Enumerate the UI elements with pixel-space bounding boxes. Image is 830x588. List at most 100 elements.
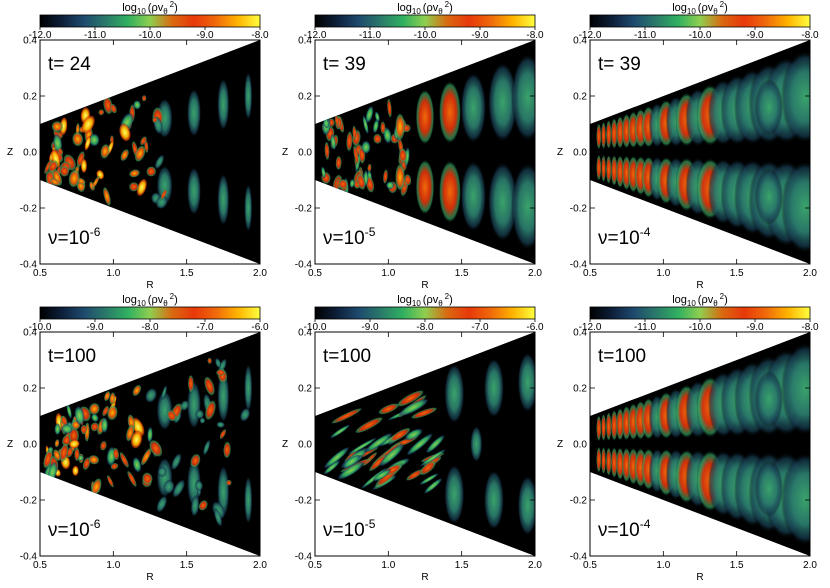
field-blob [194, 480, 204, 492]
field-blob [356, 173, 366, 191]
field-blob [460, 72, 487, 144]
viscosity-label: ν=10-5 [323, 225, 376, 249]
field-blob [166, 409, 177, 422]
field-blob [487, 161, 518, 242]
field-blob [610, 409, 618, 442]
field-blob [605, 411, 612, 442]
field-blob [157, 466, 167, 478]
field-blob [91, 413, 99, 423]
field-blob [225, 479, 232, 486]
field-blob [88, 454, 100, 465]
field-blob [596, 415, 602, 442]
field-blob [398, 398, 429, 417]
field-blob [109, 103, 118, 114]
x-tick-label: 1.5 [455, 268, 469, 279]
field-blob [198, 499, 208, 511]
field-blob [396, 389, 425, 408]
field-blob [330, 407, 363, 425]
field-blob [754, 168, 783, 225]
colorbar-title: log10 (ρvθ2) [672, 292, 728, 308]
field-blob [511, 162, 535, 251]
field-blob [404, 428, 423, 441]
field-blob [754, 371, 783, 428]
x-tick-label: 1.0 [106, 560, 120, 571]
y-tick-label: 0.0 [298, 148, 312, 159]
colorbar-tick-label: -11.0 [634, 322, 656, 333]
field-blob [352, 144, 360, 166]
x-tick-label: 0.5 [308, 560, 322, 571]
field-blob [329, 424, 351, 439]
y-axis-label: Z [7, 147, 13, 158]
field-blob [395, 163, 406, 192]
field-blob [51, 120, 64, 133]
y-tick-label: 0.0 [298, 440, 312, 451]
field-blob [346, 130, 353, 152]
field-blob [99, 440, 107, 451]
panel-bottom-right: log10 (ρvθ2) -12.0 -11.0 -10.0 -9.0 -8.0 0.5 1.0… [557, 292, 819, 583]
field-blob [101, 417, 109, 434]
y-tick-label: 0.4 [298, 328, 312, 339]
y-axis-label: Z [282, 147, 288, 158]
field-blob [460, 160, 487, 232]
field-blob [154, 154, 165, 170]
field-blob [780, 342, 810, 436]
field-blob [102, 95, 113, 115]
colorbar-tick-label: -9.0 [361, 322, 379, 333]
field-blob [780, 452, 810, 546]
field-blob [148, 439, 163, 458]
colorbar-tick-label: -8.0 [141, 322, 159, 333]
x-axis-label: R [421, 572, 428, 583]
x-tick-label: 2.0 [803, 560, 817, 571]
field-blob [334, 114, 340, 127]
colorbar-tick-label: -11.0 [84, 30, 106, 41]
field-blob [378, 443, 405, 468]
field-blob [367, 163, 372, 173]
disk-wedge [40, 40, 260, 264]
field-blob [605, 446, 612, 477]
colorbar-tick-label: -12.0 [29, 30, 52, 41]
y-tick-label: -0.2 [295, 496, 313, 507]
field-blob [215, 357, 222, 369]
field-blob [239, 407, 251, 422]
field-blob [470, 426, 483, 462]
y-tick-label: 0.2 [573, 92, 587, 103]
field-blob [373, 133, 382, 145]
field-blob [128, 181, 139, 192]
field-blob [203, 376, 216, 397]
x-tick-label: 1.5 [455, 560, 469, 571]
field-blob [172, 479, 186, 498]
colorbar-tick-label: -9.0 [746, 322, 764, 333]
field-blob [372, 118, 380, 134]
field-blob [106, 474, 114, 488]
colorbar-tick-label: -7.0 [471, 322, 489, 333]
field-blob [404, 173, 412, 186]
colorbar-tick-label: -8.0 [801, 30, 819, 41]
field-blob [90, 477, 102, 496]
y-axis-label: Z [557, 147, 563, 158]
colorbar-tick-label: -6.0 [251, 322, 269, 333]
field-blob [364, 432, 393, 453]
field-blob [487, 62, 518, 143]
colorbar-tick-label: -12.0 [579, 30, 602, 41]
colorbar-tick-label: -11.0 [634, 30, 656, 41]
colorbar-tick-label: -8.0 [801, 322, 819, 333]
field-blob [213, 508, 223, 527]
field-blob [217, 370, 230, 423]
colorbar-tick-label: -9.0 [746, 30, 764, 41]
x-tick-label: 2.0 [528, 268, 542, 279]
field-blob [596, 154, 602, 181]
field-blob [219, 428, 227, 440]
field-blob [330, 133, 337, 151]
field-blob [323, 117, 330, 129]
y-tick-label: -0.4 [20, 552, 38, 563]
field-blob [780, 50, 810, 144]
field-blob [161, 385, 168, 400]
field-blob [349, 178, 355, 189]
field-blob [136, 178, 148, 197]
x-tick-label: 1.0 [656, 560, 670, 571]
time-label: t=100 [598, 346, 646, 367]
field-blob [80, 158, 88, 174]
field-blob [207, 357, 212, 365]
x-tick-label: 1.0 [381, 268, 395, 279]
